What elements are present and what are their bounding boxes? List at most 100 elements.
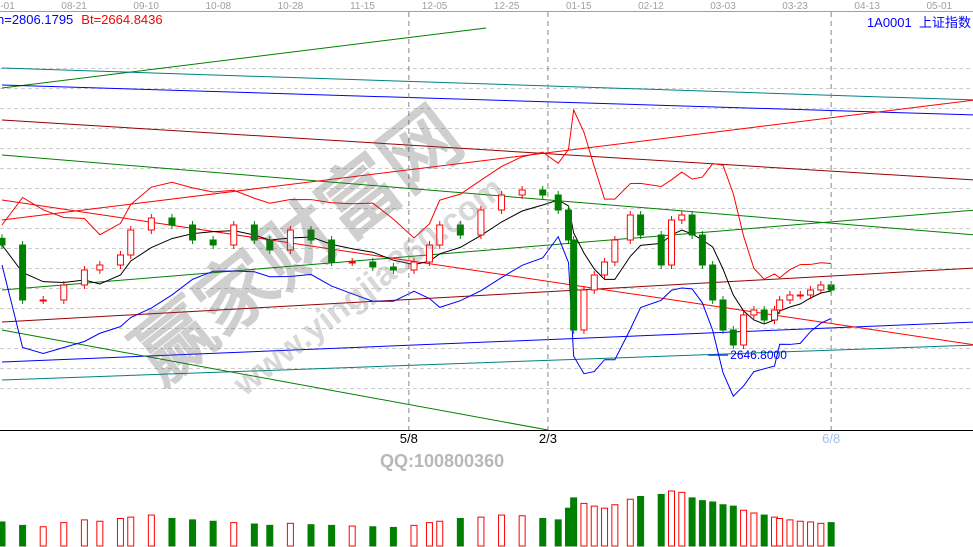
volume-bar	[209, 520, 217, 547]
candle-body	[729, 329, 737, 346]
volume-bar	[60, 522, 68, 547]
marker-label: 6/8	[822, 431, 840, 446]
candle-body	[286, 229, 294, 251]
candle-body	[570, 239, 578, 331]
candles	[0, 186, 835, 349]
volume-bar	[116, 518, 124, 547]
volume-bar	[807, 521, 815, 547]
trend-line	[1, 119, 973, 181]
ma-value: n=2806.1795	[0, 12, 74, 27]
volume-bar	[230, 522, 238, 547]
candle-body	[498, 194, 506, 211]
candle-body	[436, 224, 444, 246]
volume-bar	[570, 497, 578, 547]
volume-bar	[678, 491, 686, 547]
volume-bar	[168, 518, 176, 547]
candle-body	[96, 264, 104, 271]
symbol-title: 1A0001 上证指数	[867, 12, 971, 31]
x-tick-label: 09-10	[133, 1, 159, 12]
volume-bar	[477, 516, 485, 547]
candle-body	[209, 239, 217, 246]
volume-bar	[456, 518, 464, 547]
volume-bar	[740, 509, 748, 547]
volume-bar	[827, 522, 835, 547]
trend-lines	[1, 27, 973, 431]
candle-body	[771, 309, 778, 321]
volume-bar	[554, 519, 562, 547]
x-tick-label: 04-13	[854, 1, 880, 12]
volume-bar	[817, 522, 825, 547]
volume-bar	[266, 524, 274, 547]
volume-bar	[590, 505, 598, 547]
candle-body	[709, 264, 717, 301]
lower-band-line	[1, 235, 832, 398]
trend-line	[1, 344, 973, 381]
candle-body	[601, 261, 609, 276]
x-tick-label: 01-15	[566, 1, 592, 12]
candle-body	[80, 269, 88, 286]
volume-bar	[80, 519, 88, 547]
candle-body	[590, 274, 598, 291]
volume-bar	[601, 507, 609, 547]
trend-line	[1, 267, 973, 323]
trend-line	[1, 67, 973, 101]
candle-body	[807, 289, 815, 296]
candle-body	[580, 289, 588, 331]
candle-body	[698, 234, 706, 266]
volume-bar	[626, 498, 634, 547]
volume-bar	[436, 520, 444, 547]
volume-bars	[0, 490, 835, 547]
volume-bar	[189, 519, 197, 547]
candle-body	[611, 239, 619, 263]
candle-body	[657, 234, 665, 266]
trend-line	[1, 329, 548, 431]
indicator-readout: n=2806.1795 Bt=2664.8436	[0, 12, 163, 27]
candle-body	[0, 237, 6, 246]
candle-body	[554, 194, 562, 211]
candle-body	[266, 239, 274, 251]
volume-bar	[776, 518, 784, 547]
volume-bar	[518, 515, 526, 547]
candle-body	[565, 209, 572, 241]
volume-bar	[637, 496, 645, 547]
trend-line	[1, 84, 973, 116]
volume-bar	[328, 524, 336, 547]
x-tick-label: 03-03	[710, 1, 736, 12]
symbol-name: 上证指数	[918, 15, 971, 30]
volume-bar	[410, 524, 418, 547]
volume-bar	[498, 514, 506, 547]
candle-body	[127, 229, 135, 256]
candle-body	[688, 214, 696, 236]
x-tick-label: 12-05	[422, 1, 448, 12]
x-tick-label: 05-01	[927, 1, 953, 12]
volume-bar	[147, 514, 155, 547]
candle-body	[39, 299, 47, 302]
volume-bar	[250, 523, 258, 547]
x-tick-label: 03-23	[782, 1, 808, 12]
candle-body	[250, 224, 258, 241]
trend-line	[1, 154, 973, 236]
volume-bar	[698, 500, 706, 547]
candle-body	[817, 284, 825, 291]
volume-bar	[709, 501, 717, 547]
candle-body	[410, 261, 418, 271]
candle-body	[168, 217, 176, 226]
volume-bar	[19, 524, 27, 547]
candle-body	[776, 299, 784, 311]
volume-bar	[127, 516, 135, 547]
candle-body	[19, 244, 27, 301]
candle-body	[230, 224, 238, 246]
volume-bar	[580, 502, 588, 547]
x-tick-label: 11-15	[350, 1, 375, 12]
candle-body	[60, 284, 68, 301]
indicator-lines	[1, 108, 832, 398]
candle-body	[796, 294, 804, 297]
candle-body	[477, 209, 485, 236]
volume-bar	[668, 490, 675, 547]
trend-line	[1, 99, 973, 221]
candle-body	[189, 224, 197, 241]
candle-body	[116, 254, 124, 266]
trend-line	[1, 199, 973, 346]
candle-body	[307, 229, 315, 241]
